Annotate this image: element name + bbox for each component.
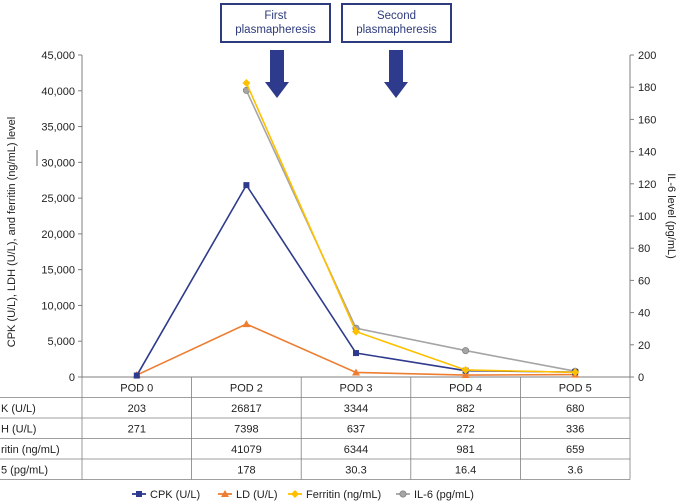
data-label: 3344 [344,403,368,415]
down-arrow-1 [265,50,289,98]
callout-line2: plasmapheresis [356,24,437,36]
left-tick-label: 10,000 [41,300,75,312]
cpk-point [243,182,250,189]
category-label: POD 0 [120,383,153,395]
category-label: POD 2 [230,383,263,395]
series-lines [132,79,580,379]
data-label: 6344 [344,444,368,456]
data-label: 271 [128,424,146,436]
data-label: 659 [566,444,584,456]
left-tick-label: 40,000 [41,86,75,98]
cpk-point [353,350,359,357]
data-label: 30.3 [345,465,366,477]
ld-point [242,320,251,328]
right-tick-label: 80 [638,243,650,255]
right-tick-label: 0 [638,372,644,384]
left-tick-label: 5,000 [47,336,75,348]
right-tick-label: 180 [638,82,656,94]
ferritin-point [461,365,470,374]
data-label: 272 [456,424,474,436]
left-axis-ticks: 0 5,000 10,000 15,000 20,000 25,000 30,000 35,0… [41,50,82,384]
ferritin-point [242,79,251,88]
data-label: 178 [237,465,255,477]
left-tick-label: 25,000 [41,193,75,205]
series-line-0 [136,183,576,376]
axes [36,55,631,378]
second-plasmapheresis-callout: Second plasmapheresis [341,3,452,43]
right-tick-label: 20 [638,340,650,352]
legend-label: Ferritin (ng/mL) [306,489,381,501]
callout-line1: Second [376,10,416,22]
left-axis-label: CPK (U/L), LDH (U/L), and ferritin (ng/m… [6,117,18,347]
il6-point [462,347,470,355]
data-label: 16.4 [455,465,476,477]
ferritin-point [352,327,360,336]
plasmapheresis-arrows [265,50,408,98]
data-label: 882 [456,403,474,415]
data-label: 680 [566,403,584,415]
callout-line2: plasmapheresis [235,24,316,36]
data-label: 7398 [234,424,258,436]
table-row-label: ritin (ng/mL) [1,444,60,456]
left-tick-label: 45,000 [41,50,75,62]
series-line-2 [245,82,576,374]
data-label: 637 [347,424,365,436]
data-label: 3.6 [568,465,583,477]
legend-label: CPK (U/L) [150,489,200,501]
ferritin-point [571,368,580,377]
data-label: 336 [566,424,584,436]
left-tick-label: 20,000 [41,229,75,241]
legend-marker [221,490,229,497]
table-row-label: K (U/L) [1,403,36,415]
data-label: 981 [456,444,474,456]
table-row-label: H (U/L) [1,424,36,436]
right-tick-label: 60 [638,275,650,287]
legend-marker [291,490,299,498]
data-label: 26817 [231,403,262,415]
category-label: POD 5 [559,383,592,395]
legend-label: IL-6 (pg/mL) [414,489,474,501]
right-tick-label: 200 [638,50,656,62]
legend-marker [399,490,407,498]
ld-point [352,368,360,376]
series-line-3 [245,90,576,372]
right-tick-label: 160 [638,114,656,126]
category-label: POD 4 [449,383,482,395]
right-axis-label: IL-6 level (pg/mL) [665,173,677,259]
data-label: 203 [128,403,146,415]
right-axis-ticks: 0 20 40 60 80 100 120 140 160 180 200 [630,50,656,384]
first-plasmapheresis-callout: First plasmapheresis [220,3,331,43]
left-tick-label: 30,000 [41,157,75,169]
right-tick-label: 100 [638,211,656,223]
data-table: POD 0 POD 2 POD 3 POD 4 POD 5 K (U/L) 203 26817… [0,377,631,480]
left-tick-label: 35,000 [41,122,75,134]
category-label: POD 3 [339,383,372,395]
legend-marker [136,491,142,497]
legend-label: LD (U/L) [236,489,278,501]
ld-point [461,371,470,379]
table-row-label: 5 (pg/mL) [1,465,48,477]
right-tick-label: 40 [638,308,650,320]
down-arrow-2 [384,50,408,98]
left-tick-label: 15,000 [41,265,75,277]
cpk-point [133,372,140,379]
callout-line1: First [264,10,287,22]
data-label: 41079 [231,444,262,456]
left-tick-label: 0 [69,372,75,384]
right-tick-label: 120 [638,179,656,191]
legend: CPK (U/L) LD (U/L) Ferritin (ng/mL) IL-6 (p… [132,489,474,501]
right-tick-label: 140 [638,147,656,159]
